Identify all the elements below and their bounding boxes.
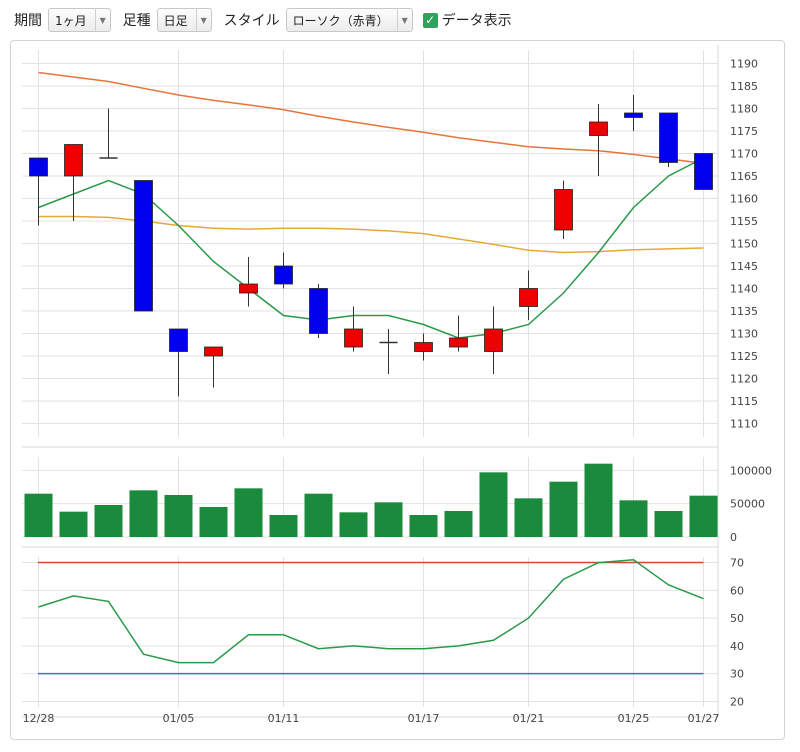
y-tick-label: 1110: [730, 418, 758, 431]
volume-bar: [94, 505, 123, 537]
period-select[interactable]: 1ヶ月 ▼: [48, 8, 111, 32]
x-tick-label: 01/05: [163, 712, 195, 725]
y-tick-label: 1145: [730, 260, 758, 273]
y-tick-label: 50000: [730, 498, 765, 511]
y-tick-label: 1170: [730, 148, 758, 161]
candle-body: [694, 153, 713, 190]
y-tick-label: 1120: [730, 373, 758, 386]
volume-bar: [584, 463, 613, 537]
y-tick-label: 1160: [730, 193, 758, 206]
y-tick-label: 20: [730, 695, 744, 708]
y-tick-label: 50: [730, 612, 744, 625]
sma-long-line: [38, 71, 704, 165]
candle-body: [414, 342, 433, 352]
y-tick-label: 1130: [730, 328, 758, 341]
bar-type-value: 日足: [163, 13, 188, 28]
volume-bar: [59, 511, 88, 537]
volume-bar: [374, 502, 403, 537]
period-label: 期間: [14, 13, 42, 29]
oscillator-line: [38, 559, 704, 664]
volume-bar: [479, 472, 508, 537]
y-tick-label: 70: [730, 557, 744, 570]
volume-bar: [409, 515, 438, 537]
candle-body: [624, 112, 643, 118]
candle-body: [274, 265, 293, 285]
volume-bar: [689, 495, 718, 537]
y-tick-label: 1180: [730, 103, 758, 116]
candle-body: [29, 157, 48, 177]
data-display-label: データ表示: [441, 13, 512, 29]
x-tick-label: 01/27: [688, 712, 720, 725]
x-tick-label: 01/17: [408, 712, 440, 725]
style-select[interactable]: ローソク（赤青） ▼: [285, 8, 413, 32]
y-tick-label: 1155: [730, 215, 758, 228]
volume-bar: [234, 488, 263, 537]
y-tick-label: 1125: [730, 350, 758, 363]
volume-bar: [24, 493, 53, 537]
y-tick-label: 1150: [730, 238, 758, 251]
y-tick-label: 1165: [730, 170, 758, 183]
chevron-down-icon: ▼: [396, 9, 412, 31]
y-tick-label: 1115: [730, 395, 758, 408]
toolbar: 期間 1ヶ月 ▼ 足種 日足 ▼ スタイル ローソク（赤青） ▼ ✓ データ表示: [14, 4, 512, 36]
volume-bar: [654, 511, 683, 537]
bar-type-label: 足種: [122, 13, 151, 29]
candle-body: [64, 144, 83, 177]
volume-bar: [514, 498, 543, 537]
y-tick-label: 30: [730, 668, 744, 681]
x-tick-label: 01/21: [513, 712, 545, 725]
y-tick-label: 40: [730, 640, 744, 653]
volume-bar: [269, 515, 298, 537]
y-tick-label: 60: [730, 584, 744, 597]
volume-bar: [549, 481, 578, 537]
x-tick-label: 01/11: [268, 712, 300, 725]
volume-bar: [129, 490, 158, 537]
x-tick-label: 12/28: [23, 712, 55, 725]
style-value: ローソク（赤青）: [292, 13, 389, 28]
candle-body: [554, 189, 573, 231]
y-tick-label: 0: [730, 531, 737, 544]
candle-body: [484, 328, 503, 352]
bar-type-select[interactable]: 日足 ▼: [156, 8, 212, 32]
volume-bar: [164, 495, 193, 537]
y-tick-label: 1185: [730, 80, 758, 93]
x-tick-label: 01/25: [618, 712, 650, 725]
y-tick-label: 1175: [730, 125, 758, 138]
candle-body: [449, 337, 468, 348]
candle-body: [519, 288, 538, 307]
candle-body: [169, 328, 188, 352]
candle-body: [344, 328, 363, 348]
volume-bar: [444, 511, 473, 537]
chevron-down-icon: ▼: [195, 9, 211, 31]
candle-body: [659, 112, 678, 163]
volume-bar: [199, 507, 228, 537]
style-label: スタイル: [223, 13, 280, 29]
candle-body: [309, 288, 328, 334]
volume-bar: [339, 512, 368, 537]
data-display-toggle[interactable]: ✓ データ表示: [422, 10, 512, 30]
volume-bar: [619, 500, 648, 537]
candle-body: [239, 283, 258, 294]
chevron-down-icon: ▼: [94, 9, 110, 31]
check-icon[interactable]: ✓: [422, 12, 438, 28]
period-value: 1ヶ月: [55, 13, 87, 28]
candle-body: [589, 121, 608, 136]
candle-body: [134, 180, 153, 312]
y-tick-label: 1140: [730, 283, 758, 296]
volume-bar: [304, 493, 333, 537]
candle-body: [204, 346, 223, 357]
y-tick-label: 1135: [730, 305, 758, 318]
y-tick-label: 1190: [730, 58, 758, 71]
y-tick-label: 100000: [730, 464, 772, 477]
